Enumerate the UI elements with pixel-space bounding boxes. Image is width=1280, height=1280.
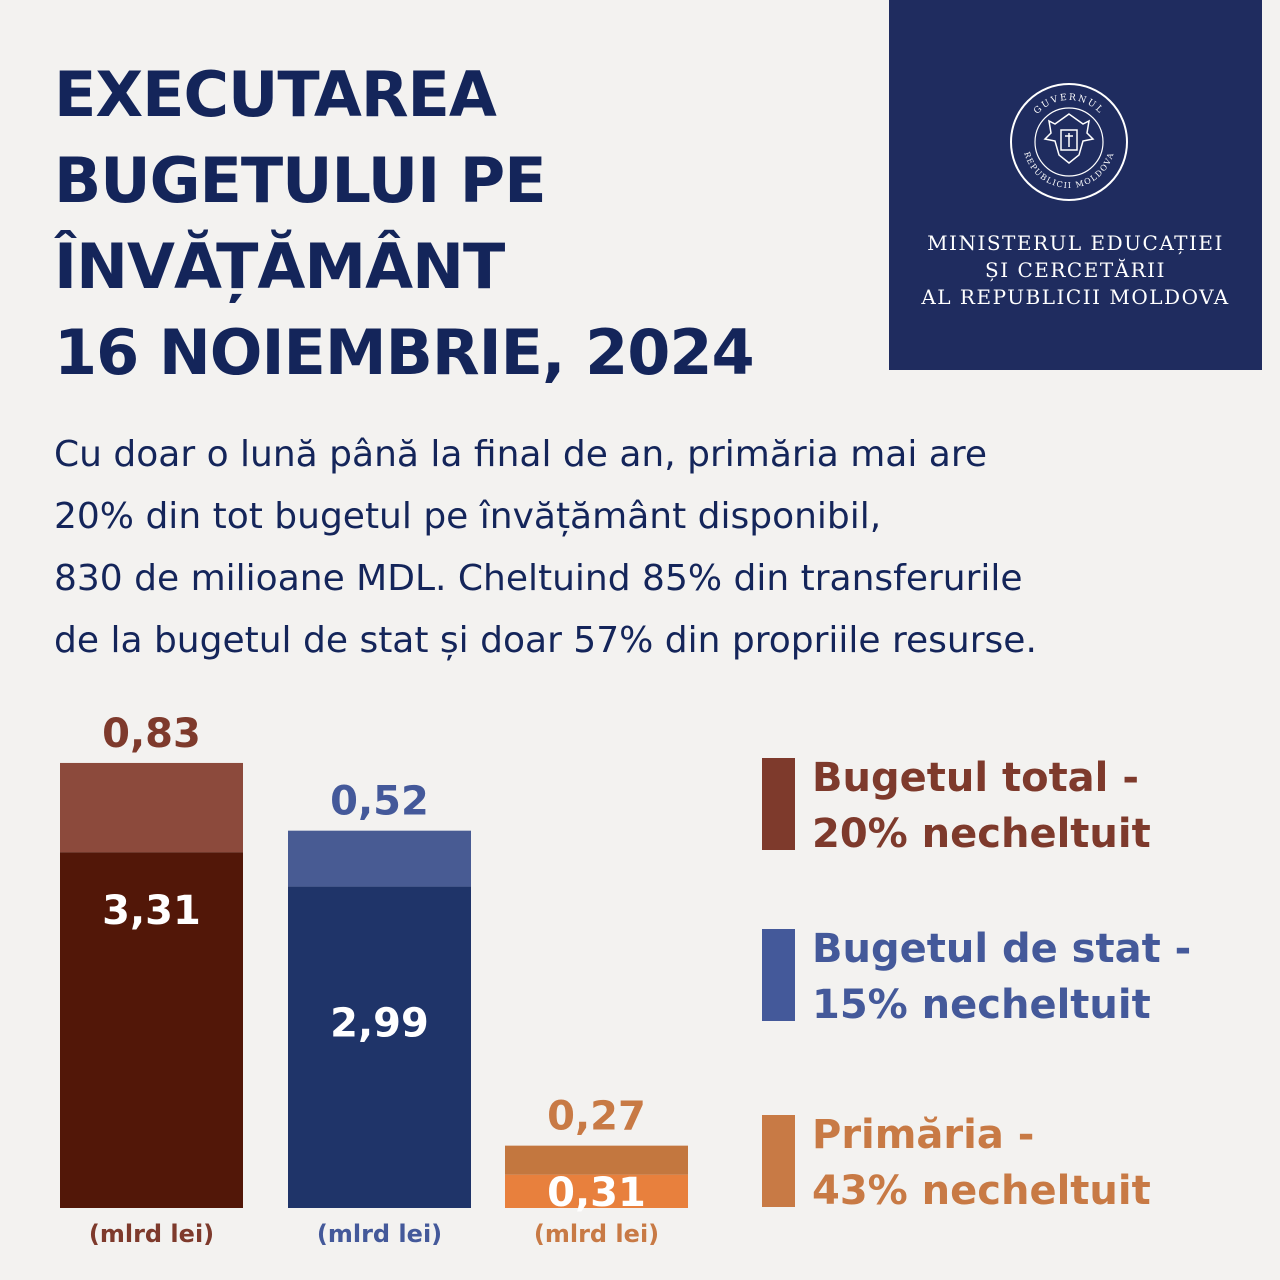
data-label-unspent: 0,27 (547, 1094, 646, 1140)
bar-spent (505, 1174, 688, 1208)
intro-line: 20% din tot bugetul pe învățământ dispon… (54, 496, 882, 537)
legend-line: 20% necheltuit (812, 811, 1151, 857)
unit-label: (mlrd lei) (89, 1220, 214, 1248)
intro-line: Cu doar o lună până la final de an, prim… (54, 434, 988, 475)
legend-line: Bugetul de stat - (812, 926, 1192, 972)
ministry-line: AL REPUBLICII MOLDOVA (921, 285, 1230, 309)
bar-unspent (60, 762, 243, 853)
data-label-spent: 2,99 (330, 1001, 429, 1047)
data-label-spent: 0,31 (547, 1170, 646, 1216)
ministry-name: MINISTERUL EDUCAȚIEI ȘI CERCETĂRII AL RE… (889, 230, 1262, 311)
data-label-unspent: 0,83 (102, 711, 201, 757)
unit-label: (mlrd lei) (534, 1220, 659, 1248)
title-line: EXECUTAREA (54, 58, 497, 131)
legend-line: Primăria - (812, 1112, 1035, 1158)
data-label-unspent: 0,52 (330, 779, 429, 825)
legend-label: Bugetul de stat - 15% necheltuit (812, 921, 1191, 1033)
title-line: BUGETULUI PE (54, 144, 547, 217)
data-label-spent: 3,31 (102, 888, 201, 934)
intro-text: Cu doar o lună până la final de an, prim… (54, 424, 1234, 672)
legend-color-swatch (762, 929, 795, 1021)
legend-color-swatch (762, 1115, 795, 1207)
svg-text:REPUBLICII MOLDOVA: REPUBLICII MOLDOVA (1022, 151, 1116, 190)
bar-spent (288, 886, 471, 1208)
ministry-line: MINISTERUL EDUCAȚIEI (927, 231, 1224, 255)
legend-line: Bugetul total - (812, 755, 1139, 801)
bar-unspent (288, 830, 471, 887)
legend-line: 43% necheltuit (812, 1168, 1151, 1214)
legend-color-swatch (762, 758, 795, 850)
budget-chart: 0,83 3,31 (mlrd lei) 0,52 2,99 (mlrd lei) 0,27… (60, 711, 688, 1248)
title-line: 16 NOIEMBRIE, 2024 (54, 316, 755, 389)
bar-spent (60, 852, 243, 1208)
intro-line: de la bugetul de stat și doar 57% din pr… (54, 620, 1037, 661)
page-title: EXECUTAREA BUGETULUI PE ÎNVĂȚĂMÂNT 16 NO… (54, 52, 874, 396)
legend-label: Bugetul total - 20% necheltuit (812, 750, 1151, 862)
ministry-logo: GUVERNUL REPUBLICII MOLDOVA MINISTERUL E… (889, 0, 1262, 370)
bar-unspent (505, 1145, 688, 1175)
legend-label: Primăria - 43% necheltuit (812, 1107, 1151, 1219)
title-line: ÎNVĂȚĂMÂNT (54, 230, 505, 303)
legend-line: 15% necheltuit (812, 982, 1151, 1028)
ministry-line: ȘI CERCETĂRII (985, 258, 1166, 282)
intro-line: 830 de milioane MDL. Cheltuind 85% din t… (54, 558, 1023, 599)
unit-label: (mlrd lei) (317, 1220, 442, 1248)
government-seal-icon: GUVERNUL REPUBLICII MOLDOVA (1010, 83, 1128, 201)
svg-text:GUVERNUL: GUVERNUL (1032, 93, 1106, 117)
